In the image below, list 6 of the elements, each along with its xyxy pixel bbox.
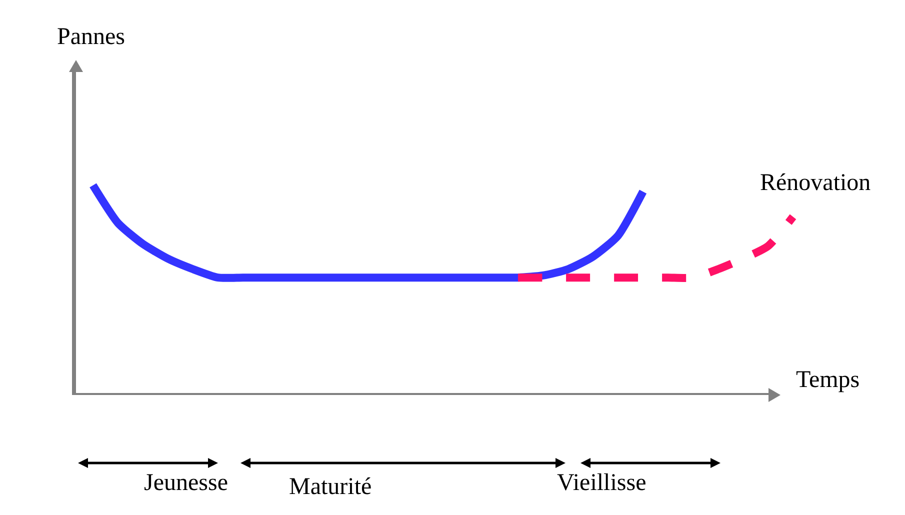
text: Maturité (289, 474, 372, 500)
text: Vieillisse (557, 470, 646, 496)
text: Jeunesse (144, 470, 228, 496)
x-axis-title: Temps (796, 367, 860, 393)
series-label: Rénovation (760, 170, 871, 196)
text: Pannes (57, 24, 125, 50)
